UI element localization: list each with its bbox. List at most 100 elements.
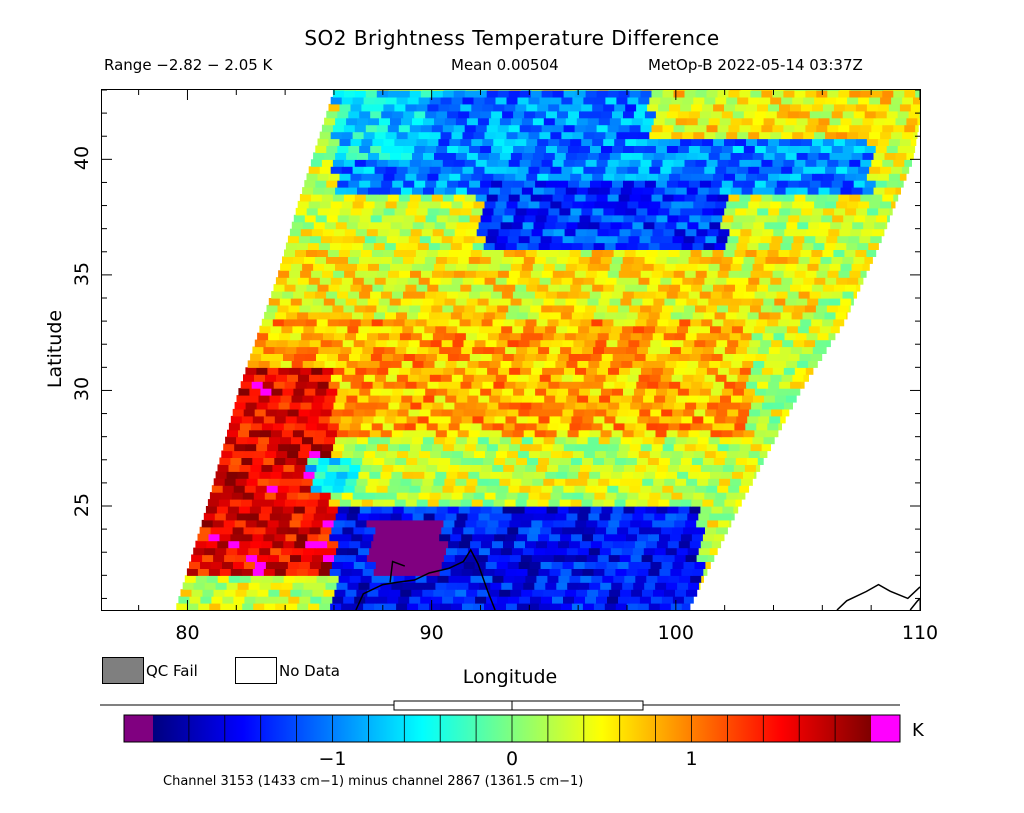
heatmap-cell <box>570 103 582 112</box>
heatmap-cell <box>618 159 631 167</box>
heatmap-cell <box>803 200 815 209</box>
heatmap-cell <box>589 291 602 299</box>
heatmap-cell <box>664 478 676 486</box>
heatmap-cell <box>785 187 798 195</box>
heatmap-cell <box>419 450 431 458</box>
heatmap-cell <box>325 547 337 556</box>
heatmap-cell <box>633 256 646 264</box>
heatmap-cell <box>605 277 618 285</box>
heatmap-cell <box>851 187 864 195</box>
heatmap-cell <box>554 478 566 486</box>
heatmap-cell <box>619 228 632 237</box>
heatmap-cell <box>527 242 540 250</box>
heatmap-cell <box>832 214 844 223</box>
heatmap-cell <box>432 367 444 375</box>
heatmap-cell <box>666 582 678 590</box>
heatmap-cell <box>603 207 615 216</box>
heatmap-cell <box>504 284 516 292</box>
heatmap-cell <box>601 540 614 549</box>
heatmap-cell <box>524 180 536 188</box>
heatmap-cell <box>429 311 441 320</box>
heatmap-cell <box>272 318 285 327</box>
heatmap-cell <box>409 124 422 133</box>
heatmap-cell <box>676 360 688 368</box>
heatmap-cell <box>560 311 573 320</box>
heatmap-cell <box>357 395 369 403</box>
heatmap-cell <box>479 471 491 479</box>
heatmap-cell <box>697 263 710 271</box>
heatmap-cell <box>479 429 492 438</box>
heatmap-cell <box>793 339 805 348</box>
heatmap-cell <box>847 96 859 105</box>
heatmap-cell <box>518 561 531 569</box>
heatmap-cell <box>312 298 325 306</box>
heatmap-cell <box>798 180 811 188</box>
heatmap-cell <box>576 263 589 271</box>
heatmap-cell <box>354 304 366 313</box>
heatmap-cell <box>438 103 450 112</box>
heatmap-cell <box>310 304 322 313</box>
heatmap-cell <box>645 388 657 396</box>
heatmap-cell <box>368 221 381 230</box>
heatmap-cell <box>381 180 393 188</box>
heatmap-cell <box>647 173 659 181</box>
heatmap-cell <box>610 221 623 230</box>
heatmap-cell <box>758 242 770 250</box>
heatmap-cell <box>680 346 693 354</box>
heatmap-cell <box>426 540 438 549</box>
heatmap-cell <box>379 360 392 368</box>
heatmap-cell <box>285 415 298 424</box>
heatmap-cell <box>480 506 493 514</box>
heatmap-cell <box>735 457 748 465</box>
heatmap-cell <box>309 374 321 382</box>
heatmap-cell <box>683 596 694 604</box>
heatmap-cell <box>500 512 513 521</box>
heatmap-cell <box>233 596 245 604</box>
heatmap-cell <box>869 166 881 174</box>
heatmap-cell <box>475 90 488 98</box>
heatmap-cell <box>433 263 446 271</box>
heatmap-cell <box>471 103 483 112</box>
heatmap-cell <box>793 304 806 313</box>
heatmap-cell <box>785 395 797 403</box>
heatmap-cell <box>517 200 530 209</box>
heatmap-cell <box>562 235 575 244</box>
heatmap-cell <box>557 353 570 361</box>
heatmap-cell <box>442 159 455 167</box>
heatmap-cell <box>647 138 659 146</box>
heatmap-cell <box>338 540 350 549</box>
heatmap-cell <box>564 554 577 562</box>
heatmap-cell <box>822 138 835 146</box>
heatmap-cell <box>412 152 424 160</box>
heatmap-cell <box>388 554 401 562</box>
heatmap-cell <box>575 228 588 237</box>
heatmap-cell <box>487 332 500 341</box>
heatmap-cell <box>757 103 769 112</box>
heatmap-cell <box>302 360 315 368</box>
heatmap-cell <box>596 270 609 278</box>
heatmap-cell <box>820 110 833 119</box>
heatmap-cell <box>671 450 684 458</box>
heatmap-cell <box>893 159 905 167</box>
heatmap-cell <box>401 263 413 271</box>
heatmap-cell <box>427 499 440 507</box>
heatmap-cell <box>504 499 517 507</box>
heatmap-cell <box>677 388 690 396</box>
heatmap-cell <box>381 110 393 119</box>
heatmap-cell <box>505 311 518 320</box>
heatmap-cell <box>737 200 749 209</box>
heatmap-cell <box>483 457 495 465</box>
heatmap-cell <box>771 304 784 313</box>
heatmap-cell <box>317 173 330 181</box>
heatmap-cell <box>847 200 859 209</box>
heatmap-cell <box>693 200 705 209</box>
no-data-swatch <box>235 657 277 684</box>
heatmap-cell <box>453 485 466 493</box>
heatmap-cell <box>581 284 593 292</box>
heatmap-cell <box>684 443 697 452</box>
heatmap-cell <box>308 166 321 174</box>
heatmap-cell <box>677 471 689 479</box>
heatmap-cell <box>256 519 269 528</box>
heatmap-cell <box>382 249 395 257</box>
heatmap-cell <box>629 194 642 202</box>
